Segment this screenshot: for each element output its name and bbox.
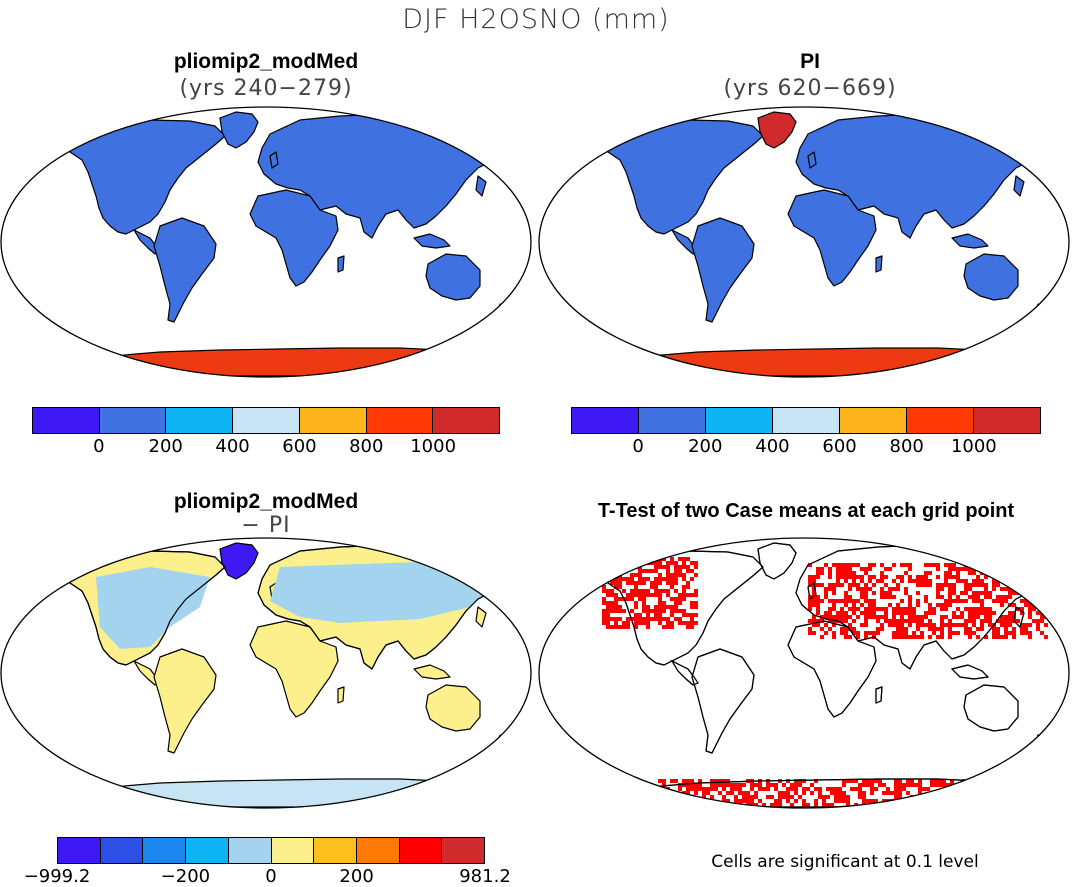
panel-4-title: T-Test of two Case means at each grid po…	[597, 500, 1015, 522]
colorbar-label: 200	[339, 866, 374, 887]
land-indonesia	[951, 233, 989, 249]
colorbar-swatch	[33, 408, 100, 433]
land-japan	[1013, 175, 1025, 197]
land-southAmerica	[153, 648, 217, 754]
colorbar-swatch	[356, 838, 400, 863]
land-antarctica	[111, 778, 452, 808]
colorbar-swatch	[58, 838, 101, 863]
colorbar-swatch	[271, 838, 315, 863]
colorbar-swatch	[99, 408, 167, 433]
colorbar-swatch	[639, 408, 706, 433]
panel-1-colorbar	[32, 407, 500, 434]
panel-2-colorbar	[571, 407, 1041, 434]
colorbar-swatch	[143, 838, 187, 863]
colorbar-swatch	[299, 408, 367, 433]
colorbar-swatch	[399, 838, 443, 863]
map-border	[538, 106, 1070, 378]
panel-3-subtitle: − PI	[241, 513, 291, 538]
colorbar-label: 0	[265, 866, 277, 887]
land-australia	[963, 253, 1019, 301]
land-antarctica	[111, 347, 452, 377]
colorbar-label: 200	[688, 436, 723, 457]
panel-2-subtitle: (yrs 620−669)	[723, 76, 897, 101]
panel-4-footnote: Cells are significant at 0.1 level	[711, 852, 979, 872]
colorbar-label: 0	[93, 436, 105, 457]
land-japan	[475, 606, 487, 628]
land-northAmerica	[59, 119, 226, 235]
colorbar-swatch	[706, 408, 773, 433]
panel-1-title: pliomip2_modMed	[173, 50, 359, 73]
map-border	[538, 537, 1070, 809]
land-greenland	[757, 111, 797, 149]
panel-3-map	[0, 537, 532, 809]
land-southAmerica	[153, 217, 217, 323]
panel-1-map	[0, 106, 532, 378]
colorbar-label: −200	[160, 866, 211, 887]
colorbar-swatch	[366, 408, 434, 433]
colorbar-label: 800	[349, 436, 384, 457]
land-africa	[787, 189, 877, 287]
colorbar-label: 981.2	[459, 866, 511, 887]
land-northAmerica	[597, 119, 764, 235]
colorbar-label: 1000	[950, 436, 997, 457]
land-africa	[249, 189, 339, 287]
colorbar-swatch	[314, 838, 357, 863]
panel-1-subtitle: (yrs 240−279)	[179, 76, 353, 101]
colorbar-label: 600	[282, 436, 317, 457]
colorbar-label: 400	[215, 436, 250, 457]
colorbar-swatch	[166, 408, 234, 433]
colorbar-swatch	[974, 408, 1040, 433]
land-japan	[475, 175, 487, 197]
colorbar-swatch	[773, 408, 840, 433]
colorbar-swatch	[572, 408, 639, 433]
colorbar-label: 600	[822, 436, 857, 457]
colorbar-swatch	[233, 408, 300, 433]
panel-3-title: pliomip2_modMed	[173, 490, 359, 513]
panel-3-colorbar	[57, 837, 485, 864]
land-australia	[425, 684, 481, 732]
panel-4-map	[538, 537, 1070, 809]
diff-north-america-band	[96, 567, 210, 649]
colorbar-label: 1000	[410, 436, 457, 457]
land-madagascar	[337, 686, 345, 704]
land-uk	[807, 151, 817, 169]
land-indonesia	[413, 233, 451, 249]
colorbar-swatch	[228, 838, 272, 863]
colorbar-label: 400	[755, 436, 790, 457]
panel-2-title: PI	[800, 50, 820, 73]
colorbar-label: 0	[632, 436, 644, 457]
panel-2-map	[538, 106, 1070, 378]
colorbar-swatch	[186, 838, 229, 863]
land-madagascar	[337, 255, 345, 273]
land-australia	[425, 253, 481, 301]
colorbar-label: 200	[148, 436, 183, 457]
colorbar-label: 800	[889, 436, 924, 457]
land-antarctica	[649, 347, 990, 377]
colorbar-swatch	[442, 838, 485, 863]
colorbar-swatch	[907, 408, 974, 433]
land-madagascar	[875, 255, 883, 273]
colorbar-swatch	[433, 408, 500, 433]
land-indonesia	[413, 664, 451, 680]
colorbar-swatch	[840, 408, 907, 433]
colorbar-label: −999.2	[23, 866, 91, 887]
map-border	[0, 106, 532, 378]
colorbar-swatch	[100, 838, 144, 863]
land-uk	[269, 151, 279, 169]
map-border	[0, 537, 532, 809]
land-greenland	[219, 542, 259, 580]
figure-title: DJF H2OSNO (mm)	[402, 4, 670, 35]
land-southAmerica	[691, 217, 755, 323]
land-greenland	[219, 111, 259, 149]
